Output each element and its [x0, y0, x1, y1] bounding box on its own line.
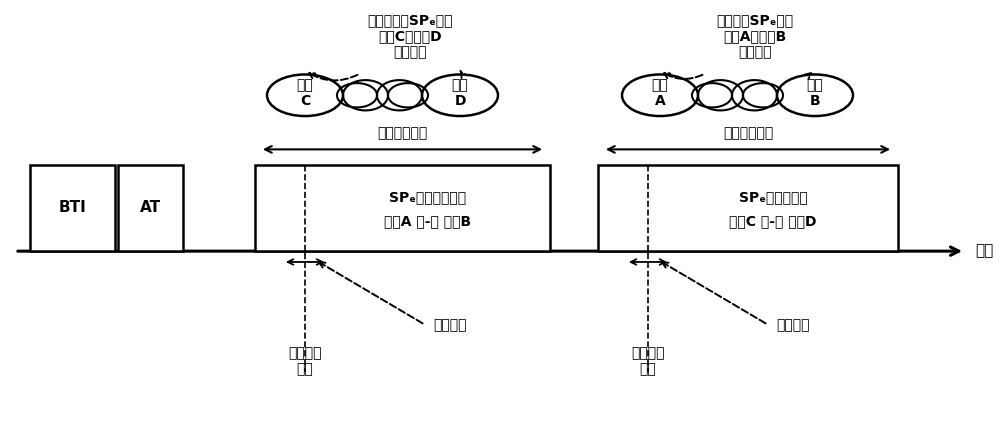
Text: 测量持续时间: 测量持续时间	[377, 126, 428, 140]
Text: AT: AT	[140, 200, 161, 215]
Text: 设备
C: 设备 C	[297, 78, 313, 108]
Text: 测量单元: 测量单元	[776, 318, 810, 332]
Text: 设备
A: 设备 A	[652, 78, 668, 108]
Text: 设备
B: 设备 B	[807, 78, 823, 108]
Text: 测量持续时间: 测量持续时间	[723, 126, 773, 140]
Bar	[255, 165, 550, 251]
Text: 在已分配的SPₑ期间
设备C和设备D
进行测量: 在已分配的SPₑ期间 设备C和设备D 进行测量	[367, 13, 453, 59]
Text: 设备
D: 设备 D	[452, 78, 468, 108]
Text: BTI: BTI	[59, 200, 86, 215]
Bar	[598, 165, 898, 251]
Bar	[30, 165, 115, 251]
Text: 在候选的SPₑ期间
设备A和设备B
进行测量: 在候选的SPₑ期间 设备A和设备B 进行测量	[716, 13, 794, 59]
Text: 测量起始
时刻: 测量起始 时刻	[631, 346, 665, 377]
Text: 设备A 〈-〉 设备B: 设备A 〈-〉 设备B	[384, 215, 471, 229]
Bar	[118, 165, 183, 251]
Text: 测量单元: 测量单元	[433, 318, 467, 332]
Text: 测量起始
时刻: 测量起始 时刻	[288, 346, 322, 377]
Text: 设备C 〈-〉 设备D: 设备C 〈-〉 设备D	[729, 215, 817, 229]
Text: SPₑ（候选）：: SPₑ（候选）：	[739, 190, 807, 204]
Text: SPₑ（已分配）：: SPₑ（已分配）：	[389, 190, 466, 204]
Text: 时间: 时间	[975, 244, 993, 259]
